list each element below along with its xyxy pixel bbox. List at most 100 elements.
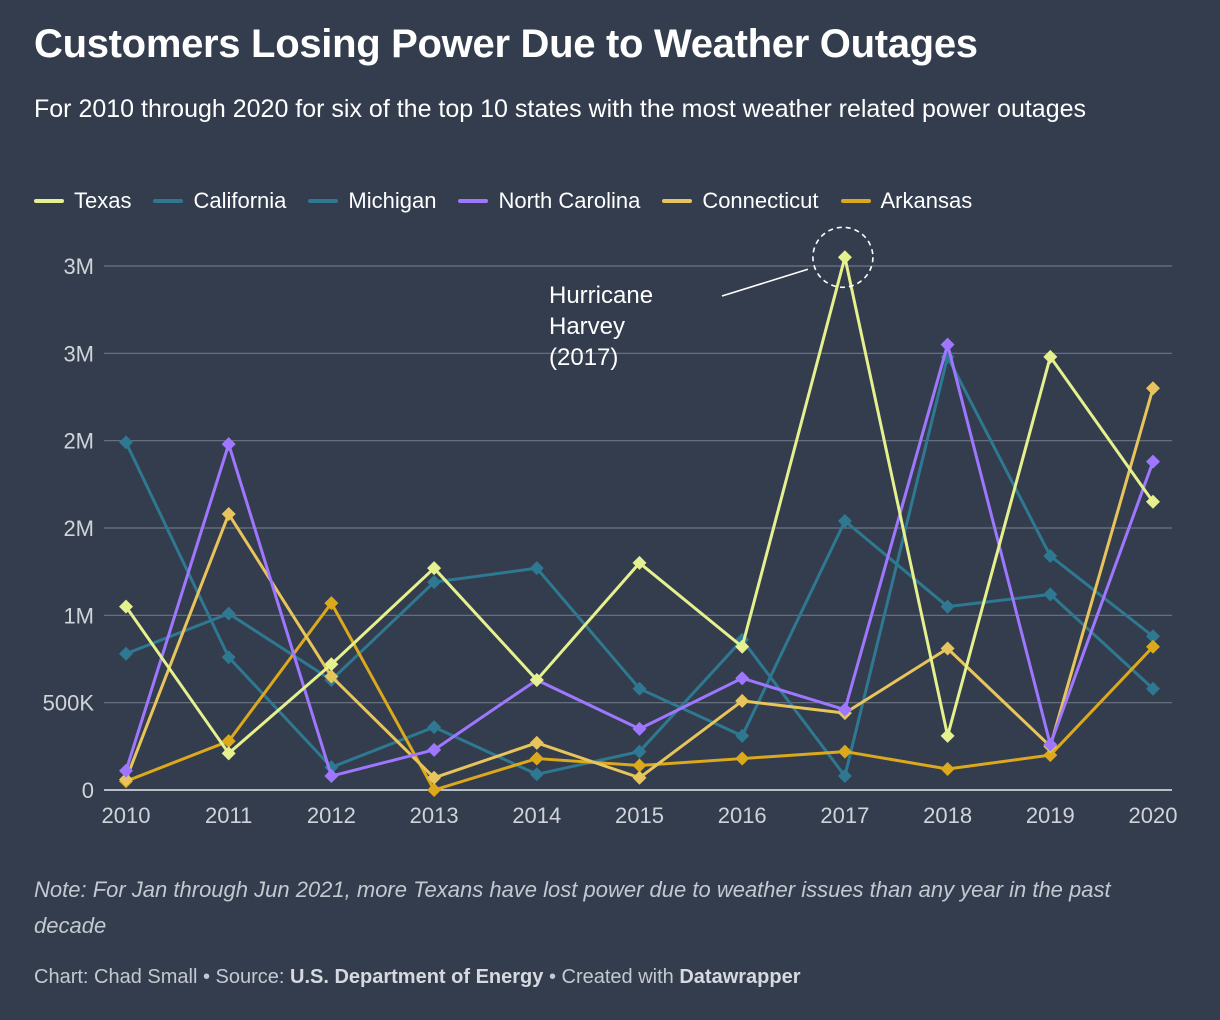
data-point: [119, 763, 133, 778]
data-point: [1043, 548, 1058, 563]
legend-label: North Carolina: [498, 188, 641, 213]
data-point: [940, 599, 955, 614]
data-point: [632, 721, 647, 736]
data-point: [324, 596, 339, 611]
data-point: [632, 555, 647, 570]
legend-item: Arkansas: [840, 186, 973, 216]
y-tick-label: 500K: [43, 691, 95, 716]
legend-label: Arkansas: [880, 188, 973, 213]
data-point: [221, 650, 236, 665]
created-prefix: • Created with: [543, 966, 680, 988]
data-point: [940, 641, 955, 656]
data-point: [1146, 381, 1160, 396]
series-line: [124, 387, 1155, 781]
data-point: [632, 770, 647, 785]
legend-swatch: [308, 199, 339, 203]
x-tick-label: 2011: [205, 803, 252, 828]
x-tick-label: 2010: [102, 803, 151, 828]
data-point: [119, 599, 133, 614]
data-point: [632, 758, 647, 773]
data-point: [427, 561, 442, 576]
data-point: [529, 735, 544, 750]
y-tick-label: 0: [82, 778, 94, 803]
credit-prefix: Chart: Chad Small • Source:: [34, 966, 290, 988]
series-arkansas: [119, 596, 1160, 797]
annotation-circle: [812, 226, 874, 289]
annotation-connector: [721, 268, 809, 297]
y-tick-label: 3M: [63, 341, 94, 366]
data-point: [427, 783, 442, 797]
x-tick-label: 2018: [923, 803, 972, 828]
series-texas: [119, 250, 1160, 761]
data-point: [119, 435, 133, 450]
legend-item: Texas: [34, 186, 131, 216]
data-point: [940, 762, 955, 777]
data-point: [735, 693, 750, 708]
annotation-text: Harvey: [549, 313, 625, 340]
data-point: [1146, 454, 1160, 469]
x-tick-label: 2013: [410, 803, 459, 828]
legend-swatch: [840, 199, 871, 203]
tool-name: Datawrapper: [679, 966, 801, 988]
x-tick-label: 2020: [1129, 803, 1178, 828]
legend-item: North Carolina: [458, 186, 640, 216]
series-north-carolina: [119, 337, 1160, 784]
x-tick-label: 2019: [1026, 803, 1075, 828]
data-point: [119, 772, 133, 787]
legend-label: California: [193, 188, 287, 213]
data-point: [529, 767, 544, 782]
data-point: [324, 657, 339, 672]
data-point: [427, 575, 442, 590]
data-point: [632, 744, 647, 759]
data-point: [735, 671, 750, 686]
legend-item: Connecticut: [662, 186, 819, 216]
data-point: [837, 514, 852, 529]
data-point: [632, 681, 647, 696]
data-point: [1146, 629, 1160, 644]
x-tick-label: 2014: [512, 803, 561, 828]
annotation: Hurricane Harvey (2017): [549, 226, 874, 371]
data-point: [1146, 494, 1160, 509]
x-tick-label: 2015: [615, 803, 664, 828]
data-point: [427, 720, 442, 735]
data-point: [427, 770, 442, 785]
data-point: [529, 561, 544, 576]
gridlines: [104, 265, 1172, 791]
data-point: [837, 250, 852, 265]
line-chart: 0 500K 1M 2M 2M 3M 3M 2010 2011 2012 2013 2014 2015…: [43, 226, 1178, 828]
data-point: [1146, 681, 1160, 696]
y-tick-label: 2M: [63, 429, 94, 454]
data-point: [940, 728, 955, 743]
data-point: [1043, 748, 1058, 763]
source-name: U.S. Department of Energy: [290, 966, 544, 988]
data-point: [837, 744, 852, 759]
y-tick-label: 2M: [63, 516, 94, 541]
x-tick-label: 2016: [718, 803, 767, 828]
data-point: [1043, 737, 1058, 752]
series-line: [125, 519, 1155, 738]
legend-item: California: [153, 186, 286, 216]
legend-item: Michigan: [308, 186, 436, 216]
chart-legend: Texas California Michigan North Carolina Con…: [34, 186, 994, 216]
legend-swatch: [458, 199, 489, 203]
data-point: [324, 669, 339, 684]
data-point: [427, 742, 442, 757]
chart-title: Customers Losing Power Due to Weather Ou…: [34, 22, 978, 66]
series-line: [124, 255, 1155, 755]
data-point: [735, 751, 750, 766]
data-point: [735, 639, 750, 654]
data-point: [221, 437, 236, 452]
data-point: [529, 751, 544, 766]
data-point: [1043, 349, 1058, 364]
annotation-text: Hurricane: [549, 282, 653, 309]
chart-note: Note: For Jan through Jun 2021, more Tex…: [34, 877, 1111, 938]
legend-label: Michigan: [348, 188, 437, 213]
data-point: [1146, 639, 1160, 654]
series-lines: [119, 250, 1160, 797]
data-point: [324, 769, 339, 784]
data-point: [1043, 587, 1058, 602]
x-tick-label: 2017: [820, 803, 869, 828]
data-point: [837, 769, 852, 784]
legend-label: Texas: [74, 188, 132, 213]
chart-subtitle: For 2010 through 2020 for six of the top…: [34, 95, 1087, 123]
